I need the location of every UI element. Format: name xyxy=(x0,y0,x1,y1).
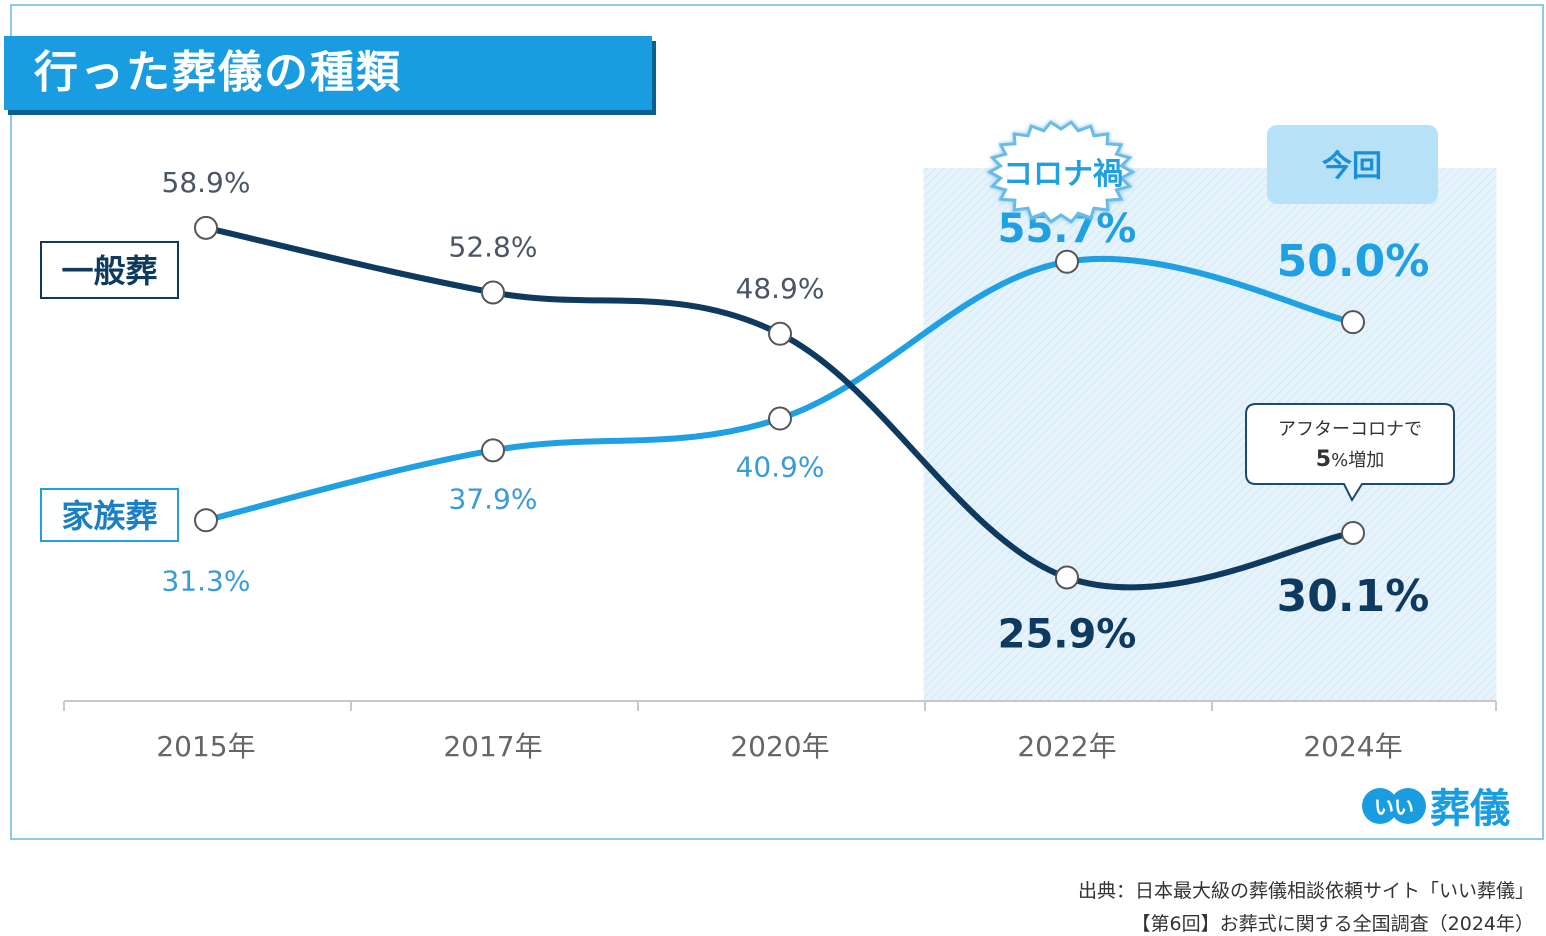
data-point xyxy=(1341,520,1365,545)
data-point xyxy=(768,321,792,346)
logo-text: 葬儀 xyxy=(1430,786,1510,832)
data-point xyxy=(1341,310,1365,335)
data-point xyxy=(1055,249,1079,274)
covid-burst xyxy=(986,120,1136,224)
data-label-general: 58.9% xyxy=(162,166,251,199)
legend-box-family xyxy=(40,488,179,542)
callout-line-1: アフターコロナで xyxy=(1278,419,1422,440)
data-label-general: 52.8% xyxy=(449,230,538,263)
data-point xyxy=(481,280,505,305)
data-label-family: 31.3% xyxy=(162,564,251,597)
x-tick-label: 2024年 xyxy=(1303,730,1402,763)
source-line-2: 【第6回】お葬式に関する全国調査（2024年） xyxy=(1131,913,1534,935)
logo-mark-text: いい xyxy=(1374,795,1414,819)
x-tick-label: 2017年 xyxy=(443,730,542,763)
data-point xyxy=(1055,565,1079,590)
data-point xyxy=(194,508,218,533)
x-tick-label: 2022年 xyxy=(1017,730,1116,763)
data-point xyxy=(481,438,505,463)
legend-label-family: 家族葬 xyxy=(61,497,157,535)
data-point xyxy=(194,215,218,240)
source-line-1: 出典：日本最大級の葬儀相談依頼サイト「いい葬儀」 xyxy=(1077,880,1534,902)
callout-line-2: 5%増加 xyxy=(1316,447,1384,472)
legend-box-general xyxy=(40,241,179,299)
x-tick-label: 2020年 xyxy=(730,730,829,763)
data-label-general: 48.9% xyxy=(736,272,825,305)
data-label-family: 40.9% xyxy=(736,451,825,484)
data-label-family: 50.0% xyxy=(1277,236,1430,287)
x-tick-label: 2015年 xyxy=(156,730,255,763)
current-badge-label: 今回 xyxy=(1322,149,1382,184)
data-label-general: 25.9% xyxy=(998,611,1137,657)
legend-label-general: 一般葬 xyxy=(61,252,157,290)
data-point xyxy=(768,406,792,431)
logo-mark-left xyxy=(1362,788,1398,824)
logo-mark-right xyxy=(1390,788,1426,824)
covid-label: コロナ禍 xyxy=(1003,157,1123,192)
title-banner xyxy=(4,36,652,110)
data-label-general: 30.1% xyxy=(1277,571,1430,622)
current-badge xyxy=(1267,125,1438,204)
line-chart: 2015年 2017年 2020年 2022年 2024年 58.9% 52.8% 48.9… xyxy=(40,120,1510,832)
callout-bubble xyxy=(1245,403,1455,503)
chart-title: 行った葬儀の種類 xyxy=(34,47,402,98)
data-label-family: 37.9% xyxy=(449,482,538,515)
